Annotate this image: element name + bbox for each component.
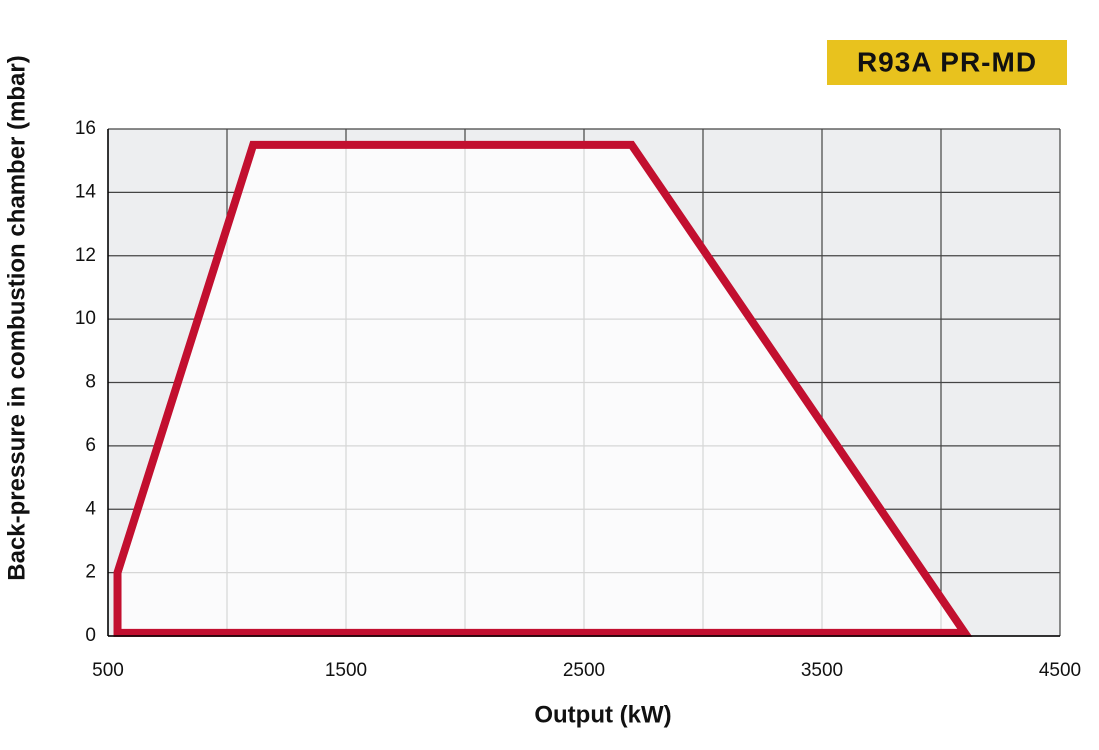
y-tick-label: 4 [85,498,96,519]
y-tick-label: 16 [75,118,96,139]
y-tick-label: 10 [75,308,96,329]
y-tick-label: 0 [85,625,96,646]
y-tick-label: 8 [85,372,96,393]
y-tick-label: 14 [75,181,97,202]
chart-title: R93A PR-MD [857,46,1037,77]
y-tick-label: 2 [85,562,96,583]
marks [113,140,973,637]
title-badge [827,40,1067,85]
x-tick-label: 2500 [563,660,605,681]
y-tick-label: 6 [85,435,96,456]
y-tick-label: 12 [75,245,96,266]
x-tick-label: 4500 [1039,660,1081,681]
y-axis-title: Back-pressure in combustion chamber (mba… [3,55,30,580]
x-tick-label: 3500 [801,660,843,681]
x-axis-title: Output (kW) [534,701,671,728]
working-field [113,140,973,637]
x-tick-label: 500 [92,660,124,681]
x-tick-label: 1500 [325,660,367,681]
